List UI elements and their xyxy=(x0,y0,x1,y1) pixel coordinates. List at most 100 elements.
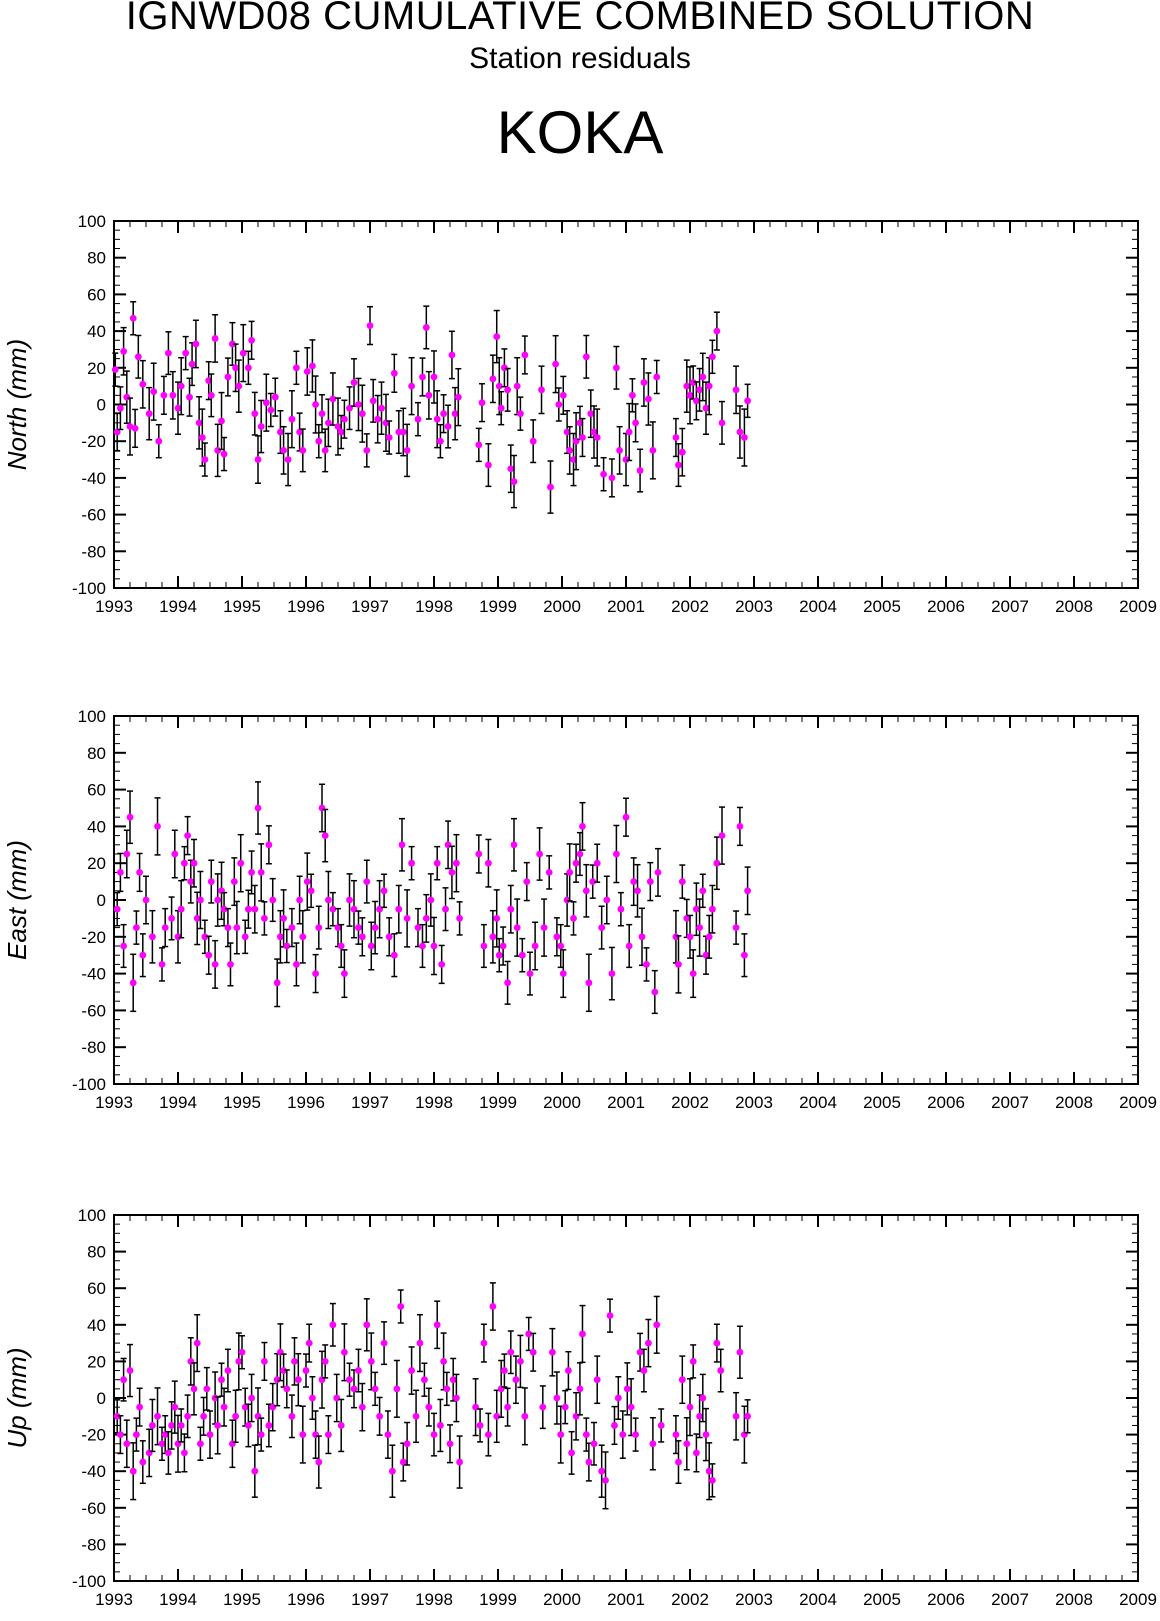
up-data-point xyxy=(606,1312,614,1320)
east-data-point xyxy=(493,915,501,922)
up-data-point xyxy=(693,1449,700,1457)
east-data-point xyxy=(480,942,488,950)
east-data-point xyxy=(566,869,574,876)
up-y-tick-label: -80 xyxy=(81,1535,106,1554)
east-x-tick-label: 1993 xyxy=(95,1093,133,1112)
east-data-point xyxy=(184,832,192,839)
up-data-point xyxy=(493,1412,501,1420)
east-y-tick-label: 80 xyxy=(87,744,106,763)
east-data-point xyxy=(634,887,641,895)
north-data-point xyxy=(689,379,697,386)
up-x-tick-label: 1996 xyxy=(287,1590,325,1609)
east-data-point xyxy=(120,942,127,950)
up-data-point xyxy=(154,1412,161,1420)
north-x-tick-label: 2001 xyxy=(607,597,645,616)
east-data-point xyxy=(367,942,375,950)
up-data-point xyxy=(480,1339,488,1347)
east-data-point xyxy=(197,896,204,904)
up-data-point xyxy=(229,1440,236,1448)
east-x-tick-label: 2002 xyxy=(671,1093,709,1112)
north-data-point xyxy=(257,423,265,430)
up-data-point xyxy=(504,1403,511,1411)
up-data-point xyxy=(161,1431,169,1438)
east-data-point xyxy=(699,887,707,895)
north-data-point xyxy=(653,373,661,381)
up-x-tick-label: 2003 xyxy=(735,1590,773,1609)
up-data-point xyxy=(412,1412,420,1420)
north-data-point xyxy=(271,393,279,401)
up-plot-frame xyxy=(113,1214,1139,1582)
up-data-point xyxy=(265,1422,273,1429)
east-data-point xyxy=(593,859,601,867)
east-data-point xyxy=(398,841,406,849)
up-data-point xyxy=(645,1339,652,1347)
east-data-point xyxy=(718,832,726,839)
north-data-point xyxy=(570,456,577,463)
up-data-point xyxy=(158,1440,166,1448)
east-data-point xyxy=(251,905,259,913)
east-data-point xyxy=(617,905,625,913)
north-x-tick-label: 1996 xyxy=(287,597,325,616)
east-data-point xyxy=(523,878,531,885)
up-x-tick-label: 2005 xyxy=(863,1590,901,1609)
north-data-point xyxy=(169,391,177,399)
east-data-point xyxy=(283,942,291,950)
up-data-point xyxy=(437,1422,444,1429)
east-data-point xyxy=(293,961,300,968)
north-data-point xyxy=(150,388,158,396)
north-data-point xyxy=(414,415,422,423)
east-data-point xyxy=(233,924,241,931)
up-data-point xyxy=(553,1394,561,1402)
station-name: KOKA xyxy=(496,99,664,166)
up-data-point xyxy=(393,1385,401,1393)
up-data-point xyxy=(521,1412,529,1420)
up-data-point xyxy=(187,1358,195,1365)
east-x-tick-label: 2007 xyxy=(991,1093,1029,1112)
east-data-point xyxy=(531,942,539,950)
north-data-point xyxy=(587,410,595,418)
up-data-point xyxy=(397,1303,405,1310)
up-data-point xyxy=(489,1303,497,1310)
north-data-point xyxy=(134,353,142,361)
up-data-point xyxy=(126,1367,134,1374)
east-data-point xyxy=(395,905,403,913)
up-y-tick-label: 80 xyxy=(87,1243,106,1262)
north-y-tick-label: -20 xyxy=(81,432,106,451)
north-y-tick-label: 60 xyxy=(87,285,106,304)
up-data-point xyxy=(190,1385,198,1393)
up-data-point xyxy=(713,1339,721,1347)
east-data-point xyxy=(149,933,156,941)
north-data-point xyxy=(521,351,529,359)
up-data-point xyxy=(501,1367,508,1374)
north-data-point xyxy=(139,380,147,388)
east-data-point xyxy=(299,933,307,941)
north-data-point xyxy=(192,340,200,348)
north-x-tick-label: 1997 xyxy=(351,597,389,616)
east-data-point xyxy=(598,924,606,931)
north-data-point xyxy=(160,391,168,399)
up-data-point xyxy=(582,1431,590,1438)
north-data-point xyxy=(686,391,694,399)
east-data-point xyxy=(123,850,131,858)
up-data-point xyxy=(653,1321,661,1329)
east-data-point xyxy=(630,878,638,885)
north-data-point xyxy=(334,423,342,430)
east-data-point xyxy=(651,988,659,996)
north-data-point xyxy=(422,324,430,331)
north-data-point xyxy=(403,446,411,454)
up-data-point xyxy=(632,1431,639,1438)
up-data-point xyxy=(593,1376,601,1384)
north-data-point xyxy=(254,456,262,463)
north-data-point xyxy=(705,382,713,390)
east-data-point xyxy=(117,869,124,876)
east-x-tick-label: 1997 xyxy=(351,1093,389,1112)
north-x-tick-label: 2006 xyxy=(927,597,965,616)
up-y-tick-label: -40 xyxy=(81,1462,106,1481)
north-data-point xyxy=(284,456,292,463)
east-data-point xyxy=(193,915,201,922)
up-x-tick-label: 2007 xyxy=(991,1590,1029,1609)
up-data-point xyxy=(678,1376,686,1384)
north-data-point xyxy=(702,404,710,412)
north-data-point xyxy=(430,373,438,381)
